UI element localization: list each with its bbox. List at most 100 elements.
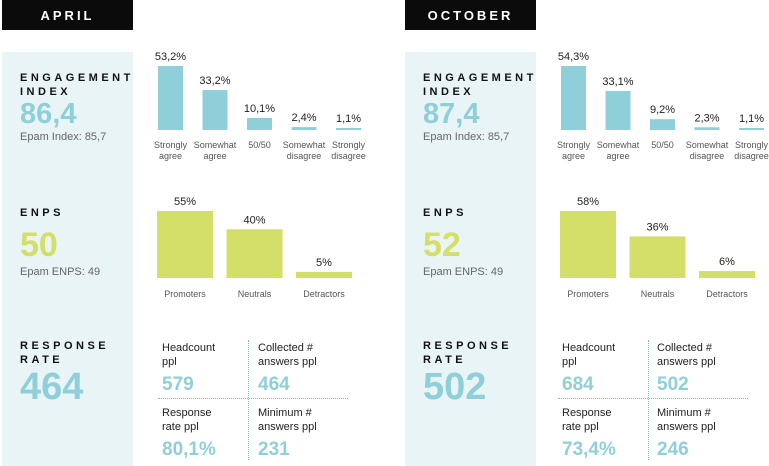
response-rate-value: 464 xyxy=(20,366,84,408)
headcount-cell: Headcount ppl 684 xyxy=(562,341,615,396)
bar xyxy=(296,271,352,278)
response-rate-caption: Response rate ppl xyxy=(162,407,212,433)
bar xyxy=(694,127,720,130)
bar xyxy=(699,271,755,278)
category-label: Neutrals xyxy=(238,289,272,299)
engagement-bar-chart: 54,3% Strongly agree 33,1% Somewhat agree 9,2%… xyxy=(557,51,769,161)
category-label: Strongly agree xyxy=(154,140,188,161)
bar xyxy=(561,66,586,130)
minimum-answers-caption: Minimum # answers ppl xyxy=(657,407,716,433)
engagement-index-label: ENGAGEMENT INDEX xyxy=(423,72,537,98)
minimum-answers-cell: Minimum # answers ppl 231 xyxy=(258,406,317,461)
bar xyxy=(247,117,272,130)
metrics-column xyxy=(2,52,133,466)
bar xyxy=(629,236,686,278)
category-label: Promoters xyxy=(567,289,609,299)
engagement-bar-chart: 53,2% Strongly agree 33,2% Somewhat agree 10,1… xyxy=(154,51,366,161)
headcount-cell: Headcount ppl 579 xyxy=(162,341,215,396)
category-label: Somewhat agree xyxy=(597,140,640,161)
data-label: 54,3% xyxy=(558,51,589,63)
grid-divider-vertical xyxy=(648,340,649,460)
response-rate-caption: Response rate ppl xyxy=(562,407,612,433)
data-label: 1,1% xyxy=(739,113,764,125)
collected-answers-caption: Collected # answers ppl xyxy=(258,342,317,368)
category-label: Strongly agree xyxy=(557,140,591,161)
enps-value: 50 xyxy=(20,226,58,264)
data-label: 33,2% xyxy=(199,75,230,87)
panel-october: OCTOBER ENGAGEMENT INDEX 87,4 Epam Index… xyxy=(405,0,769,466)
category-label: Somewhat disagree xyxy=(283,140,326,161)
collected-answers-value: 464 xyxy=(258,374,290,395)
bar xyxy=(291,127,317,130)
data-label: 1,1% xyxy=(336,113,361,125)
category-label: Detractors xyxy=(706,289,748,299)
collected-answers-caption: Collected # answers ppl xyxy=(657,342,716,368)
category-label: Strongly disagree xyxy=(331,140,366,161)
metrics-column xyxy=(405,52,536,466)
engagement-index-value: 87,4 xyxy=(423,98,480,130)
collected-answers-cell: Collected # answers ppl 464 xyxy=(258,341,317,396)
data-label: 2,4% xyxy=(291,112,316,124)
data-label: 10,1% xyxy=(244,103,275,115)
grid-divider-vertical xyxy=(248,340,249,460)
response-rate-label: RESPONSE RATE xyxy=(20,340,110,366)
headcount-caption: Headcount ppl xyxy=(562,342,616,368)
data-label: 2,3% xyxy=(694,112,719,124)
category-label: Somewhat agree xyxy=(194,140,237,161)
headcount-value: 684 xyxy=(562,374,594,395)
headcount-caption: Headcount ppl xyxy=(162,342,216,368)
enps-label: ENPS xyxy=(20,207,64,219)
bar xyxy=(202,90,228,130)
enps-bar-chart: 58% Promoters 36% Neutrals 6% Detractors xyxy=(560,196,755,299)
engagement-index-label: ENGAGEMENT INDEX xyxy=(20,72,134,98)
enps-benchmark: Epam ENPS: 49 xyxy=(20,266,101,278)
engagement-benchmark: Epam Index: 85,7 xyxy=(423,131,510,143)
data-label: 36% xyxy=(646,221,668,233)
headcount-value: 579 xyxy=(162,374,194,395)
enps-label: ENPS xyxy=(423,207,467,219)
data-label: 5% xyxy=(316,257,332,269)
data-label: 55% xyxy=(174,196,196,208)
bar xyxy=(605,90,631,130)
data-label: 53,2% xyxy=(155,51,186,63)
minimum-answers-value: 246 xyxy=(657,439,689,460)
category-label: Detractors xyxy=(303,289,345,299)
minimum-answers-value: 231 xyxy=(258,439,290,460)
data-label: 33,1% xyxy=(602,76,633,88)
response-rate-cell: Response rate ppl 80,1% xyxy=(162,406,216,461)
engagement-benchmark: Epam Index: 85,7 xyxy=(20,131,107,143)
bar xyxy=(336,128,361,130)
engagement-index-value: 86,4 xyxy=(20,98,77,130)
enps-benchmark: Epam ENPS: 49 xyxy=(423,266,504,278)
response-rate-value: 502 xyxy=(423,366,487,408)
enps-value: 52 xyxy=(423,226,461,264)
category-label: 50/50 xyxy=(651,140,674,150)
bar xyxy=(739,128,764,130)
bar xyxy=(226,229,283,278)
data-label: 40% xyxy=(243,214,265,226)
response-rate-label: RESPONSE RATE xyxy=(423,340,513,366)
panel-april: APRIL ENGAGEMENT INDEX 86,4 Epam Index: … xyxy=(2,0,366,466)
data-label: 6% xyxy=(719,256,735,268)
category-label: Neutrals xyxy=(641,289,675,299)
response-rate-cell: Response rate ppl 73,4% xyxy=(562,406,616,461)
category-label: Promoters xyxy=(164,289,206,299)
grid-divider-horizontal xyxy=(558,398,748,399)
collected-answers-cell: Collected # answers ppl 502 xyxy=(657,341,716,396)
grid-divider-horizontal xyxy=(158,398,348,399)
data-label: 9,2% xyxy=(650,104,675,116)
period-header: OCTOBER xyxy=(405,0,536,30)
period-header: APRIL xyxy=(2,0,133,30)
bar xyxy=(650,119,675,130)
category-label: 50/50 xyxy=(248,140,271,150)
bar xyxy=(560,211,616,278)
minimum-answers-caption: Minimum # answers ppl xyxy=(258,407,317,433)
bar xyxy=(158,66,183,130)
category-label: Somewhat disagree xyxy=(686,140,729,161)
data-label: 58% xyxy=(577,196,599,208)
response-rate-cell-value: 73,4% xyxy=(562,439,616,460)
bar xyxy=(157,211,213,278)
minimum-answers-cell: Minimum # answers ppl 246 xyxy=(657,406,716,461)
category-label: Strongly disagree xyxy=(734,140,769,161)
collected-answers-value: 502 xyxy=(657,374,689,395)
